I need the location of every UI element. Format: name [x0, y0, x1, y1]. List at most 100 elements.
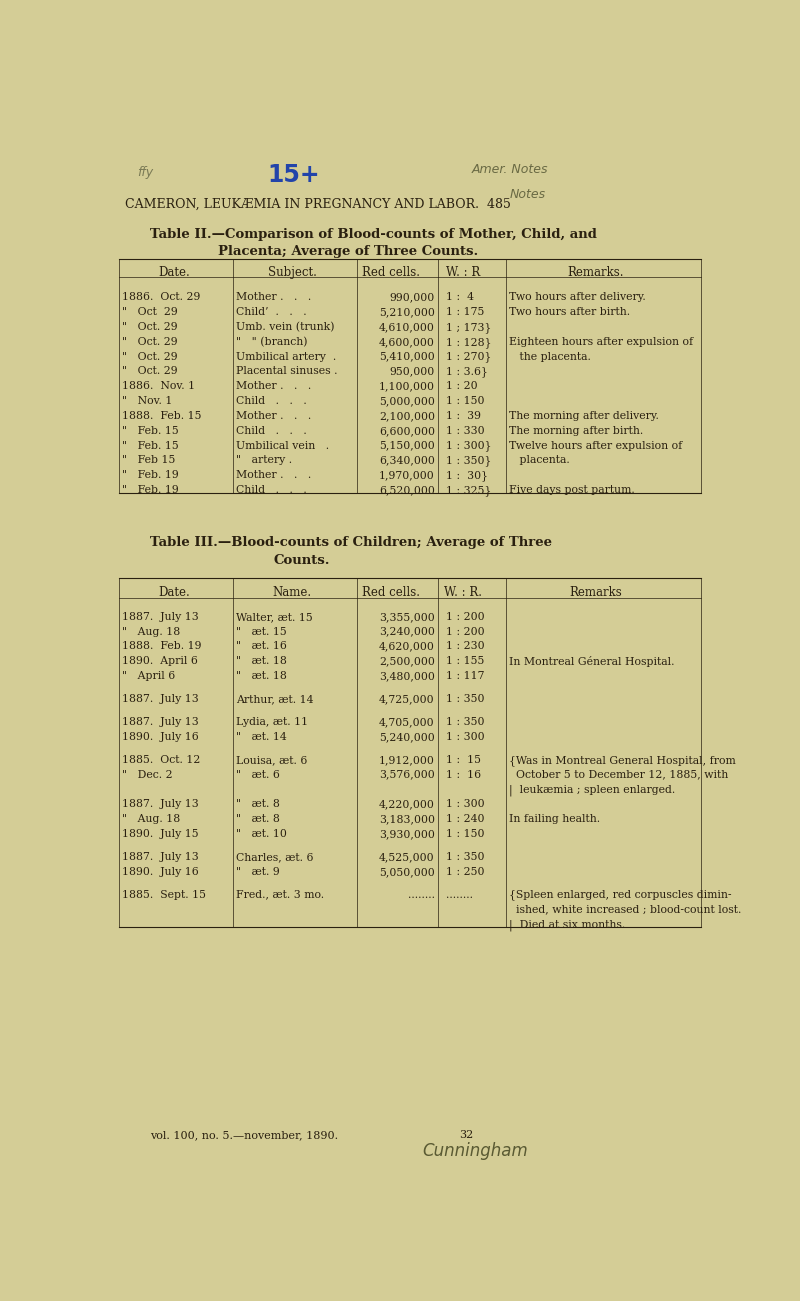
Text: 6,600,000: 6,600,000: [379, 425, 435, 436]
Text: Two hours after delivery.: Two hours after delivery.: [510, 293, 646, 302]
Text: The morning after delivery.: The morning after delivery.: [510, 411, 659, 422]
Text: 1 :  16: 1 : 16: [446, 770, 481, 779]
Text: Subject.: Subject.: [268, 267, 317, 280]
Text: Charles, æt. 6: Charles, æt. 6: [237, 852, 314, 861]
Text: 1888.  Feb. 15: 1888. Feb. 15: [122, 411, 202, 422]
Text: vol. 100, no. 5.—november, 1890.: vol. 100, no. 5.—november, 1890.: [150, 1129, 338, 1140]
Text: Table III.—Blood-counts of Children; Average of Three: Table III.—Blood-counts of Children; Ave…: [150, 536, 552, 549]
Text: 1 : 200: 1 : 200: [446, 627, 485, 636]
Text: 1 : 155: 1 : 155: [446, 656, 484, 666]
Text: Name.: Name.: [273, 585, 312, 598]
Text: 1886.  Oct. 29: 1886. Oct. 29: [122, 293, 200, 302]
Text: "   æt. 18: " æt. 18: [237, 671, 287, 680]
Text: 5,210,000: 5,210,000: [379, 307, 435, 317]
Text: 4,220,000: 4,220,000: [379, 799, 435, 809]
Text: Umbilical vein   .: Umbilical vein .: [237, 441, 330, 450]
Text: "   æt. 9: " æt. 9: [237, 866, 280, 877]
Text: 1 : 350: 1 : 350: [446, 717, 485, 727]
Text: 5,150,000: 5,150,000: [379, 441, 435, 450]
Text: The morning after birth.: The morning after birth.: [510, 425, 643, 436]
Text: Placental sinuses .: Placental sinuses .: [237, 367, 338, 376]
Text: W. : R.: W. : R.: [444, 585, 482, 598]
Text: 1 : 128}: 1 : 128}: [446, 337, 491, 347]
Text: "   æt. 15: " æt. 15: [237, 627, 287, 636]
Text: "   Oct. 29: " Oct. 29: [122, 367, 178, 376]
Text: 3,183,000: 3,183,000: [379, 814, 435, 824]
Text: 1 : 250: 1 : 250: [446, 866, 485, 877]
Text: placenta.: placenta.: [510, 455, 570, 466]
Text: 3,480,000: 3,480,000: [379, 671, 435, 680]
Text: 4,525,000: 4,525,000: [379, 852, 435, 861]
Text: 15+: 15+: [267, 163, 320, 187]
Text: "   æt. 8: " æt. 8: [237, 799, 280, 809]
Text: 1 : 325}: 1 : 325}: [446, 485, 491, 496]
Text: ........: ........: [446, 890, 473, 900]
Text: ........: ........: [408, 890, 435, 900]
Text: the placenta.: the placenta.: [510, 351, 591, 362]
Text: In failing health.: In failing health.: [510, 814, 600, 824]
Text: In Montreal Géneral Hospital.: In Montreal Géneral Hospital.: [510, 656, 674, 667]
Text: 1 : 200: 1 : 200: [446, 611, 485, 622]
Text: 1 : 330: 1 : 330: [446, 425, 485, 436]
Text: Five days post partum.: Five days post partum.: [510, 485, 635, 496]
Text: 1 : 300: 1 : 300: [446, 732, 485, 742]
Text: {Spleen enlarged, red corpuscles dimin-: {Spleen enlarged, red corpuscles dimin-: [510, 890, 732, 900]
Text: 5,410,000: 5,410,000: [379, 351, 435, 362]
Text: Mother .   .   .: Mother . . .: [237, 411, 312, 422]
Text: "   " (branch): " " (branch): [237, 337, 308, 347]
Text: Child   .   .   .: Child . . .: [237, 396, 307, 406]
Text: |  Died at six months.: | Died at six months.: [510, 920, 626, 932]
Text: 1885.  Sept. 15: 1885. Sept. 15: [122, 890, 206, 900]
Text: Red cells.: Red cells.: [362, 585, 421, 598]
Text: Placenta; Average of Three Counts.: Placenta; Average of Three Counts.: [218, 246, 478, 259]
Text: 2,500,000: 2,500,000: [379, 656, 435, 666]
Text: 1887.  July 13: 1887. July 13: [122, 717, 198, 727]
Text: 1 : 3.6}: 1 : 3.6}: [446, 367, 488, 377]
Text: 32: 32: [459, 1129, 474, 1140]
Text: Table II.—Comparison of Blood-counts of Mother, Child, and: Table II.—Comparison of Blood-counts of …: [150, 228, 597, 241]
Text: "   æt. 14: " æt. 14: [237, 732, 287, 742]
Text: 1 : 350: 1 : 350: [446, 693, 485, 704]
Text: 1890.  July 16: 1890. July 16: [122, 866, 198, 877]
Text: 1 : 150: 1 : 150: [446, 829, 485, 839]
Text: 1 : 150: 1 : 150: [446, 396, 485, 406]
Text: Fred., æt. 3 mo.: Fred., æt. 3 mo.: [237, 890, 325, 900]
Text: 1 : 240: 1 : 240: [446, 814, 485, 824]
Text: |  leukæmia ; spleen enlarged.: | leukæmia ; spleen enlarged.: [510, 785, 675, 796]
Text: 1887.  July 13: 1887. July 13: [122, 799, 198, 809]
Text: "   Oct. 29: " Oct. 29: [122, 351, 178, 362]
Text: Child   .   .   .: Child . . .: [237, 425, 307, 436]
Text: Twelve hours after expulsion of: Twelve hours after expulsion of: [510, 441, 682, 450]
Text: "   artery .: " artery .: [237, 455, 293, 466]
Text: 1890.  April 6: 1890. April 6: [122, 656, 198, 666]
Text: 1 : 117: 1 : 117: [446, 671, 485, 680]
Text: 3,576,000: 3,576,000: [379, 770, 435, 779]
Text: 1887.  July 13: 1887. July 13: [122, 852, 198, 861]
Text: "   Oct. 29: " Oct. 29: [122, 323, 178, 332]
Text: 5,240,000: 5,240,000: [379, 732, 435, 742]
Text: "   æt. 16: " æt. 16: [237, 641, 287, 652]
Text: "   Dec. 2: " Dec. 2: [122, 770, 172, 779]
Text: ffy: ffy: [138, 167, 154, 180]
Text: Counts.: Counts.: [274, 554, 330, 567]
Text: "   Aug. 18: " Aug. 18: [122, 627, 180, 636]
Text: Cunningham: Cunningham: [422, 1142, 528, 1160]
Text: 1890.  July 15: 1890. July 15: [122, 829, 198, 839]
Text: Umbilical artery  .: Umbilical artery .: [237, 351, 337, 362]
Text: Amer. Notes: Amer. Notes: [472, 163, 549, 176]
Text: "   Feb 15: " Feb 15: [122, 455, 175, 466]
Text: Mother .   .   .: Mother . . .: [237, 381, 312, 392]
Text: 1 ; 173}: 1 ; 173}: [446, 323, 491, 333]
Text: Walter, æt. 15: Walter, æt. 15: [237, 611, 313, 622]
Text: 3,240,000: 3,240,000: [379, 627, 435, 636]
Text: Mother .   .   .: Mother . . .: [237, 470, 312, 480]
Text: "   Feb. 19: " Feb. 19: [122, 470, 178, 480]
Text: 2,100,000: 2,100,000: [379, 411, 435, 422]
Text: 1887.  July 13: 1887. July 13: [122, 611, 198, 622]
Text: 990,000: 990,000: [390, 293, 435, 302]
Text: 1 :  39: 1 : 39: [446, 411, 481, 422]
Text: 3,930,000: 3,930,000: [379, 829, 435, 839]
Text: Lydia, æt. 11: Lydia, æt. 11: [237, 717, 309, 727]
Text: 1886.  Nov. 1: 1886. Nov. 1: [122, 381, 195, 392]
Text: Child   .   .   .: Child . . .: [237, 485, 307, 496]
